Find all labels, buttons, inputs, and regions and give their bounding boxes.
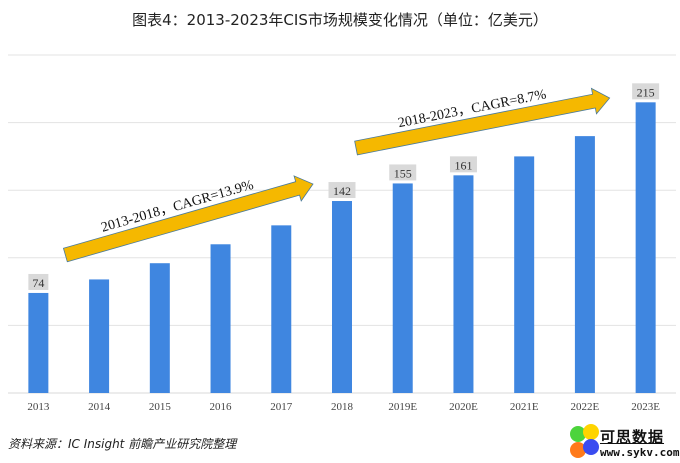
- data-label: 161: [454, 158, 472, 172]
- data-label: 74: [32, 276, 44, 290]
- bar-2016: [210, 244, 231, 393]
- logo-dot-yellow: [583, 424, 599, 440]
- bar-2013: [28, 292, 49, 393]
- arrow-shape: [354, 87, 611, 156]
- bar-2022E: [574, 136, 595, 393]
- data-label-bg: [449, 156, 477, 173]
- source-note: 资料来源：IC Insight 前瞻产业研究院整理: [8, 437, 237, 451]
- x-tick-label: 2018: [331, 401, 354, 413]
- logo-dot-orange: [570, 442, 586, 458]
- data-label-bg: [28, 273, 49, 290]
- x-tick-label: 2013: [27, 401, 50, 413]
- chart-title: 图表4：2013-2023年CIS市场规模变化情况（单位：亿美元）: [132, 11, 548, 29]
- data-label: 215: [637, 85, 655, 99]
- x-tick-label: 2021E: [510, 401, 539, 413]
- bar-2021E: [514, 156, 535, 393]
- x-tick-label: 2020E: [449, 401, 478, 413]
- logo-dot-blue: [583, 439, 599, 455]
- data-label: 142: [333, 184, 351, 198]
- data-labels: 74 142 155 161 215: [28, 83, 660, 290]
- data-label-bg: [632, 83, 660, 100]
- x-tick-label: 2022E: [571, 401, 600, 413]
- data-label-bg: [328, 182, 356, 199]
- cagr-arrow: 2018-2023，CAGR=8.7%: [354, 87, 611, 156]
- bar-2014: [89, 279, 110, 393]
- data-label-bg: [389, 164, 417, 181]
- bar-2019E: [392, 183, 413, 393]
- logo-url: www.sykv.com: [600, 446, 680, 459]
- x-tick-label: 2023E: [631, 401, 660, 413]
- x-tick-label: 2019E: [388, 401, 417, 413]
- bars: [28, 102, 656, 393]
- bar-2023E: [635, 102, 656, 393]
- x-tick-label: 2015: [149, 401, 172, 413]
- logo-dot-green: [570, 426, 586, 442]
- x-tick-label: 2014: [88, 401, 111, 413]
- logo-brand: 可思数据: [600, 428, 665, 446]
- bar-2020E: [453, 175, 474, 393]
- bar-2015: [149, 263, 170, 393]
- sykv-logo: 可思数据 www.sykv.com: [566, 424, 680, 463]
- arrow-shape: [62, 175, 314, 263]
- x-tick-label: 2016: [210, 401, 233, 413]
- bar-2018: [332, 201, 352, 393]
- x-axis-ticks: 2013 2014 2015 2016 2017 2018 2019E 2020E 2021E 2…: [27, 401, 660, 413]
- x-tick-label: 2017: [270, 401, 293, 413]
- bar-2017: [271, 225, 292, 393]
- data-label: 155: [394, 166, 412, 180]
